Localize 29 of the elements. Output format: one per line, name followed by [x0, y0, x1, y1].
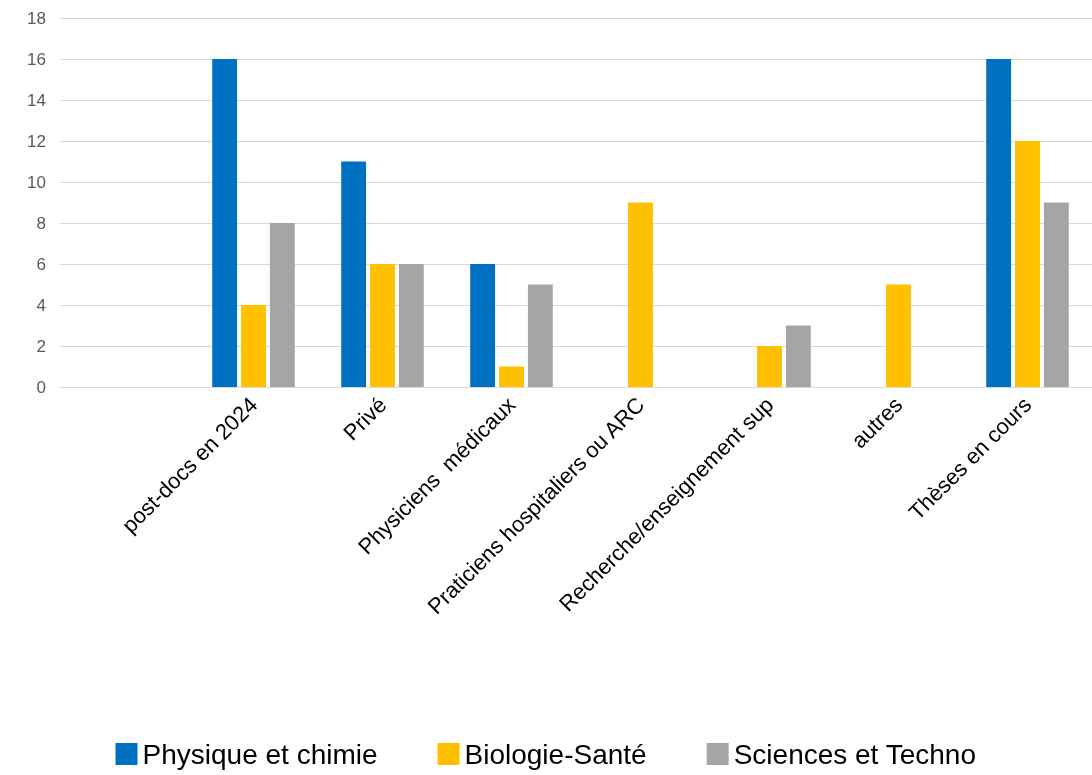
bar [269, 223, 295, 387]
bar [757, 346, 782, 387]
y-tick-label: 10 [27, 172, 46, 192]
bar [785, 325, 811, 387]
bar [398, 264, 424, 387]
bar [499, 366, 524, 387]
bar [1015, 141, 1040, 387]
legend-label: Physique et chimie [142, 738, 378, 770]
y-tick-label: 4 [36, 295, 46, 315]
bar [470, 264, 496, 387]
bar [1043, 202, 1069, 387]
bar [986, 59, 1012, 387]
bar [886, 284, 911, 387]
y-tick-label: 2 [36, 336, 46, 356]
legend-label: Biologie-Santé [464, 738, 647, 770]
y-tick-label: 18 [27, 8, 46, 28]
bar [212, 59, 238, 387]
bar [241, 305, 266, 387]
bar [341, 161, 367, 387]
y-tick-label: 0 [36, 377, 46, 397]
bar [370, 264, 395, 387]
bar [527, 284, 553, 387]
y-tick-label: 14 [27, 90, 46, 110]
y-tick-label: 6 [36, 254, 46, 274]
y-tick-label: 8 [36, 213, 46, 233]
y-tick-label: 12 [27, 131, 46, 151]
legend-label: Sciences et Techno [733, 738, 976, 770]
bar [628, 202, 653, 387]
y-tick-label: 16 [27, 49, 46, 69]
